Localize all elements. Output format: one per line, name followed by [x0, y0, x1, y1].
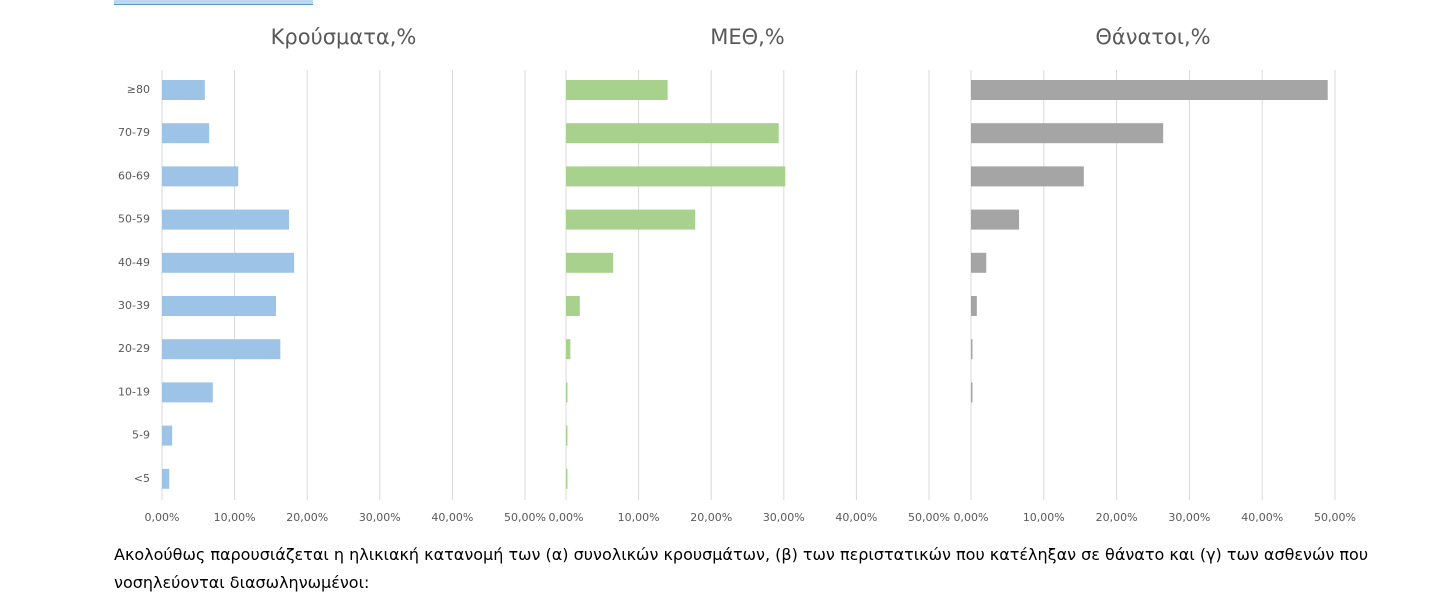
y-tick-label: 30-39 [118, 299, 150, 312]
bar [566, 382, 568, 403]
bar [971, 80, 1328, 100]
charts: Κρούσματα,% 0,00% 10,00% 20,00% 30,00% 40,00%… [118, 25, 1356, 524]
caption: Ακολούθως παρουσιάζεται η ηλικιακή καταν… [114, 545, 1369, 592]
bar [566, 166, 786, 187]
x-tick-label: 10,00% [618, 511, 660, 524]
bar [162, 252, 295, 273]
y-tick-label: 70-79 [118, 126, 150, 139]
x-tick-label: 0,00% [145, 511, 180, 524]
y-tick-label: 40-49 [118, 256, 150, 269]
x-tick-label: 20,00% [690, 511, 732, 524]
highlight-fragment [114, 0, 313, 5]
bar [971, 339, 973, 360]
x-tick-label: 40,00% [835, 511, 877, 524]
bar [162, 80, 205, 100]
bar [566, 425, 568, 446]
bar [566, 339, 571, 360]
bar [162, 123, 210, 144]
bar [971, 252, 987, 273]
x-tick-label: 50,00% [1314, 511, 1356, 524]
bar [566, 468, 568, 489]
x-tick-label: 50,00% [504, 511, 546, 524]
x-tick-label: 10,00% [214, 511, 256, 524]
x-tick-label: 0,00% [954, 511, 989, 524]
bar [162, 382, 213, 403]
x-tick-label: 10,00% [1023, 511, 1065, 524]
bar [162, 209, 290, 230]
bar [566, 209, 696, 230]
bar [566, 252, 614, 273]
y-tick-label: 5-9 [132, 429, 150, 442]
bar [162, 425, 173, 446]
bar [971, 296, 977, 316]
bar [162, 468, 170, 489]
y-tick-label: 20-29 [118, 342, 150, 355]
x-tick-label: 30,00% [763, 511, 805, 524]
y-tick-label: 60-69 [118, 169, 150, 182]
bar [971, 382, 973, 403]
x-tick-label: 50,00% [908, 511, 950, 524]
bar [971, 166, 1084, 187]
x-tick-label: 30,00% [1168, 511, 1210, 524]
y-tick-label: 10-19 [118, 385, 150, 398]
y-tick-label: <5 [134, 472, 150, 485]
chart-title: Κρούσματα,% [271, 25, 417, 49]
y-tick-label: ≥80 [127, 83, 150, 96]
x-tick-label: 20,00% [286, 511, 328, 524]
bar [971, 123, 1164, 144]
chart-title: Θάνατοι,% [1095, 25, 1210, 49]
x-tick-label: 0,00% [549, 511, 584, 524]
bar [162, 166, 239, 187]
bar [971, 209, 1020, 230]
y-tick-label: 50-59 [118, 213, 150, 226]
chart-title: ΜΕΘ,% [710, 25, 785, 49]
x-tick-label: 20,00% [1096, 511, 1138, 524]
bar [566, 123, 779, 144]
bar [566, 80, 668, 100]
x-tick-label: 30,00% [359, 511, 401, 524]
x-tick-label: 40,00% [1241, 511, 1283, 524]
x-tick-label: 40,00% [431, 511, 473, 524]
bar [566, 296, 580, 316]
bar [162, 339, 281, 360]
bar [162, 296, 276, 316]
